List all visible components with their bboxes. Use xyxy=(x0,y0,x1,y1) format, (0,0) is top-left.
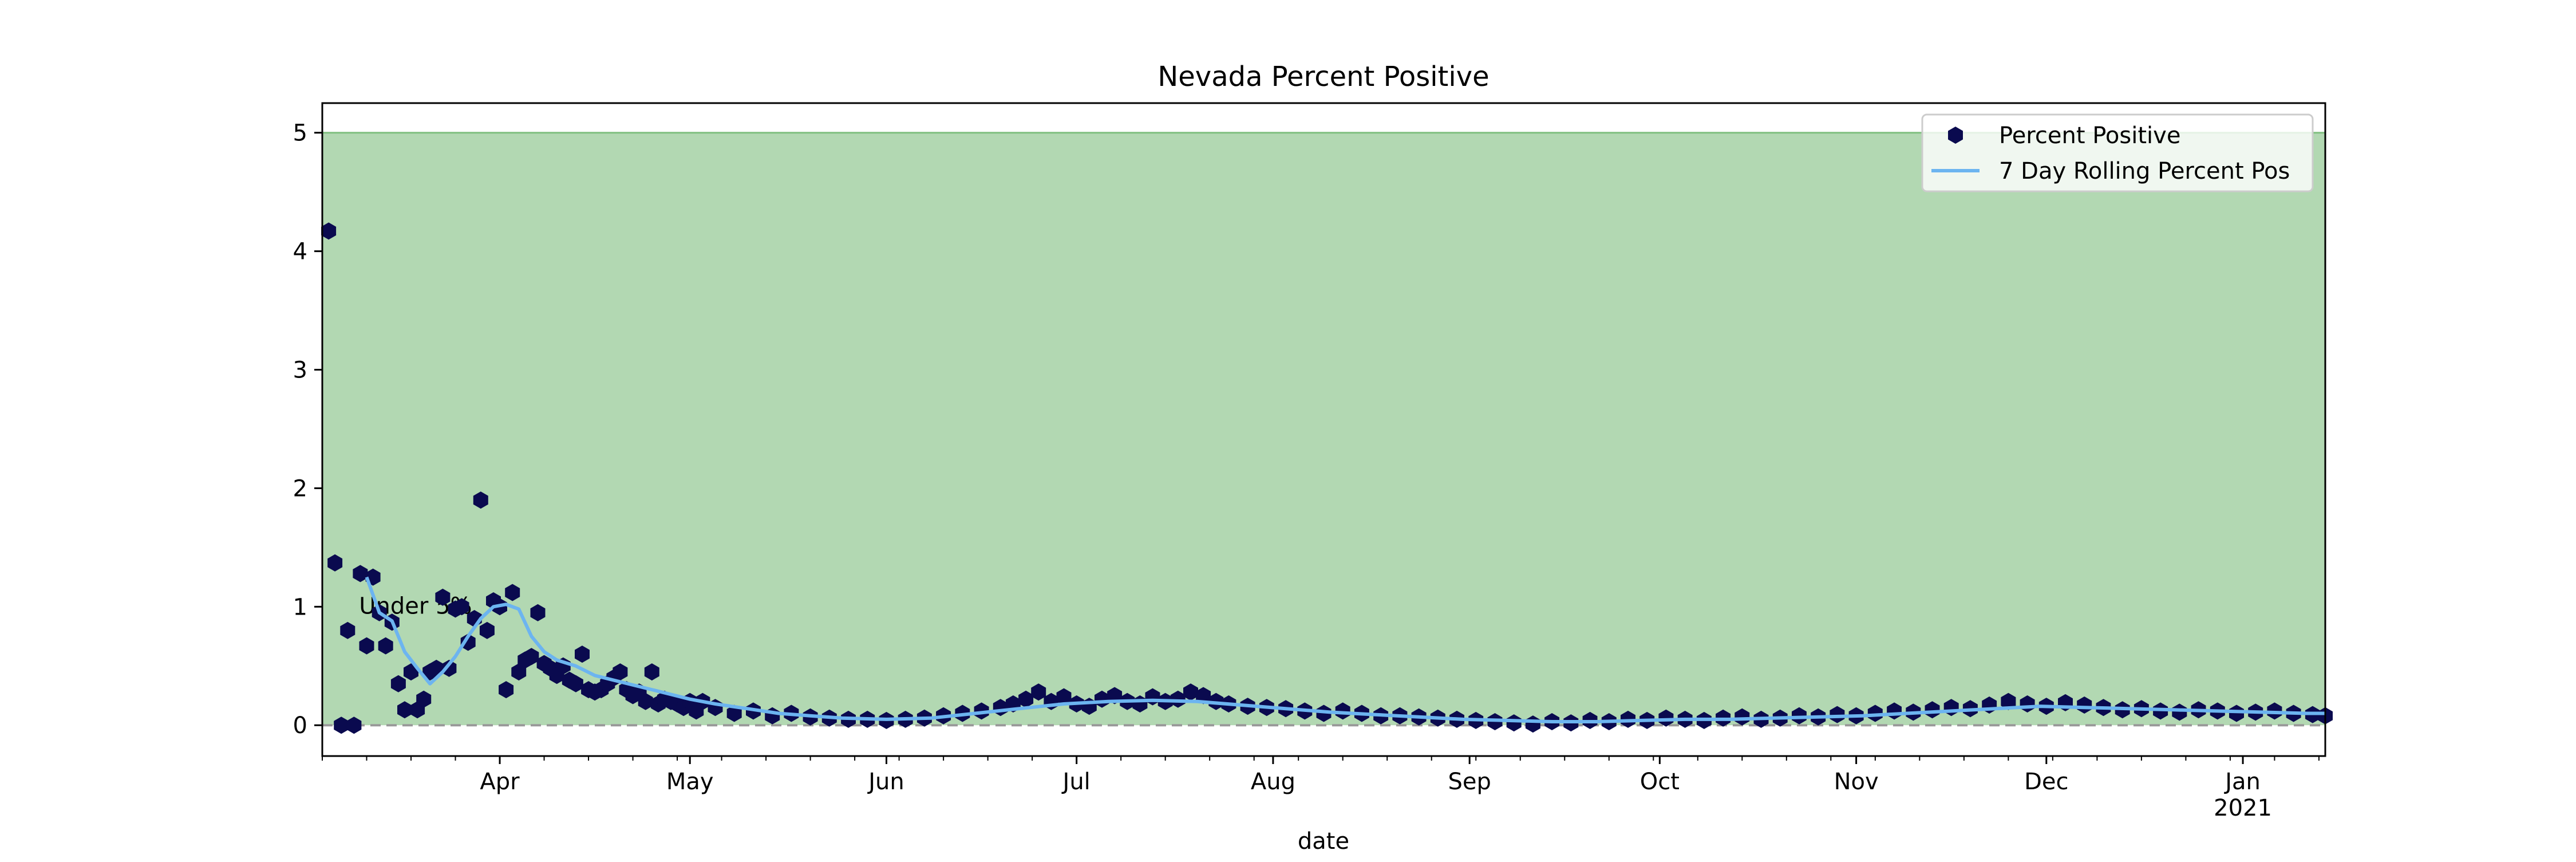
x-axis-label: date xyxy=(1298,828,1349,855)
data-point xyxy=(644,663,659,681)
legend-box xyxy=(1921,113,2314,192)
data-point xyxy=(638,692,653,710)
data-point xyxy=(568,675,583,692)
y-tick-label: 3 xyxy=(293,357,307,384)
data-point xyxy=(454,598,469,616)
data-point xyxy=(2001,692,2016,710)
data-point xyxy=(416,690,432,708)
data-point xyxy=(1735,708,1750,726)
x-tick-label: Jun xyxy=(867,769,904,795)
y-tick-label: 2 xyxy=(293,475,307,502)
data-point xyxy=(511,663,527,681)
data-point xyxy=(1170,690,1186,708)
chart-title: Nevada Percent Positive xyxy=(1157,61,1489,93)
legend-label: Percent Positive xyxy=(1999,123,2180,149)
data-point xyxy=(378,637,393,655)
data-point xyxy=(340,621,355,639)
plot-frame xyxy=(321,102,2326,757)
threshold-band xyxy=(322,132,2325,726)
data-point xyxy=(359,637,374,655)
data-point xyxy=(2229,704,2244,722)
data-point xyxy=(1018,690,1034,708)
legend-label: 7 Day Rolling Percent Pos xyxy=(1999,158,2290,184)
data-point xyxy=(1506,714,1522,732)
data-point xyxy=(575,645,590,663)
x-tick-label: Dec xyxy=(2024,769,2068,795)
data-point xyxy=(499,681,514,699)
x-tick-label: Oct xyxy=(1640,769,1680,795)
data-point xyxy=(353,565,368,582)
x-tick-label: Aug xyxy=(1251,769,1295,795)
x-tick-label: Jul xyxy=(1061,769,1091,795)
data-point xyxy=(479,621,495,639)
x-tick-label: Sep xyxy=(1448,769,1491,795)
series-7-day-rolling-line xyxy=(365,576,2325,723)
data-point xyxy=(1925,701,1940,719)
data-point xyxy=(473,491,488,509)
y-tick-label: 1 xyxy=(293,594,307,620)
data-point xyxy=(327,554,343,572)
x-tick-sublabel: 2021 xyxy=(2214,795,2272,821)
x-tick-label: Nov xyxy=(1834,769,1879,795)
data-point xyxy=(2077,696,2092,714)
data-point xyxy=(390,675,406,692)
data-point xyxy=(397,701,412,719)
x-tick-label: Apr xyxy=(480,769,520,795)
data-point xyxy=(505,584,520,601)
plot-area: Under 5% xyxy=(321,132,2333,734)
data-point xyxy=(460,633,476,651)
y-tick-label: 0 xyxy=(293,713,307,739)
x-tick-label: Jan xyxy=(2223,769,2261,795)
data-point xyxy=(435,588,451,606)
data-point xyxy=(1056,688,1072,706)
x-tick-label: May xyxy=(666,769,714,795)
data-point xyxy=(1335,702,1350,720)
data-point xyxy=(726,704,742,722)
data-point xyxy=(1183,683,1198,701)
data-point xyxy=(1196,687,1211,704)
data-point xyxy=(2172,703,2187,721)
data-point xyxy=(1830,706,1845,723)
data-point xyxy=(321,222,337,240)
legend: Percent Positive 7 Day Rolling Percent Po… xyxy=(1921,113,2314,192)
data-point xyxy=(1031,683,1046,701)
data-point xyxy=(334,717,349,734)
y-tick-label: 5 xyxy=(293,120,307,147)
data-point xyxy=(524,648,539,666)
data-point xyxy=(441,659,457,677)
data-point xyxy=(613,663,628,681)
y-tick-label: 4 xyxy=(293,239,307,265)
data-point xyxy=(346,717,362,734)
data-point xyxy=(530,604,546,621)
legend-marker-icon xyxy=(1948,127,1963,144)
